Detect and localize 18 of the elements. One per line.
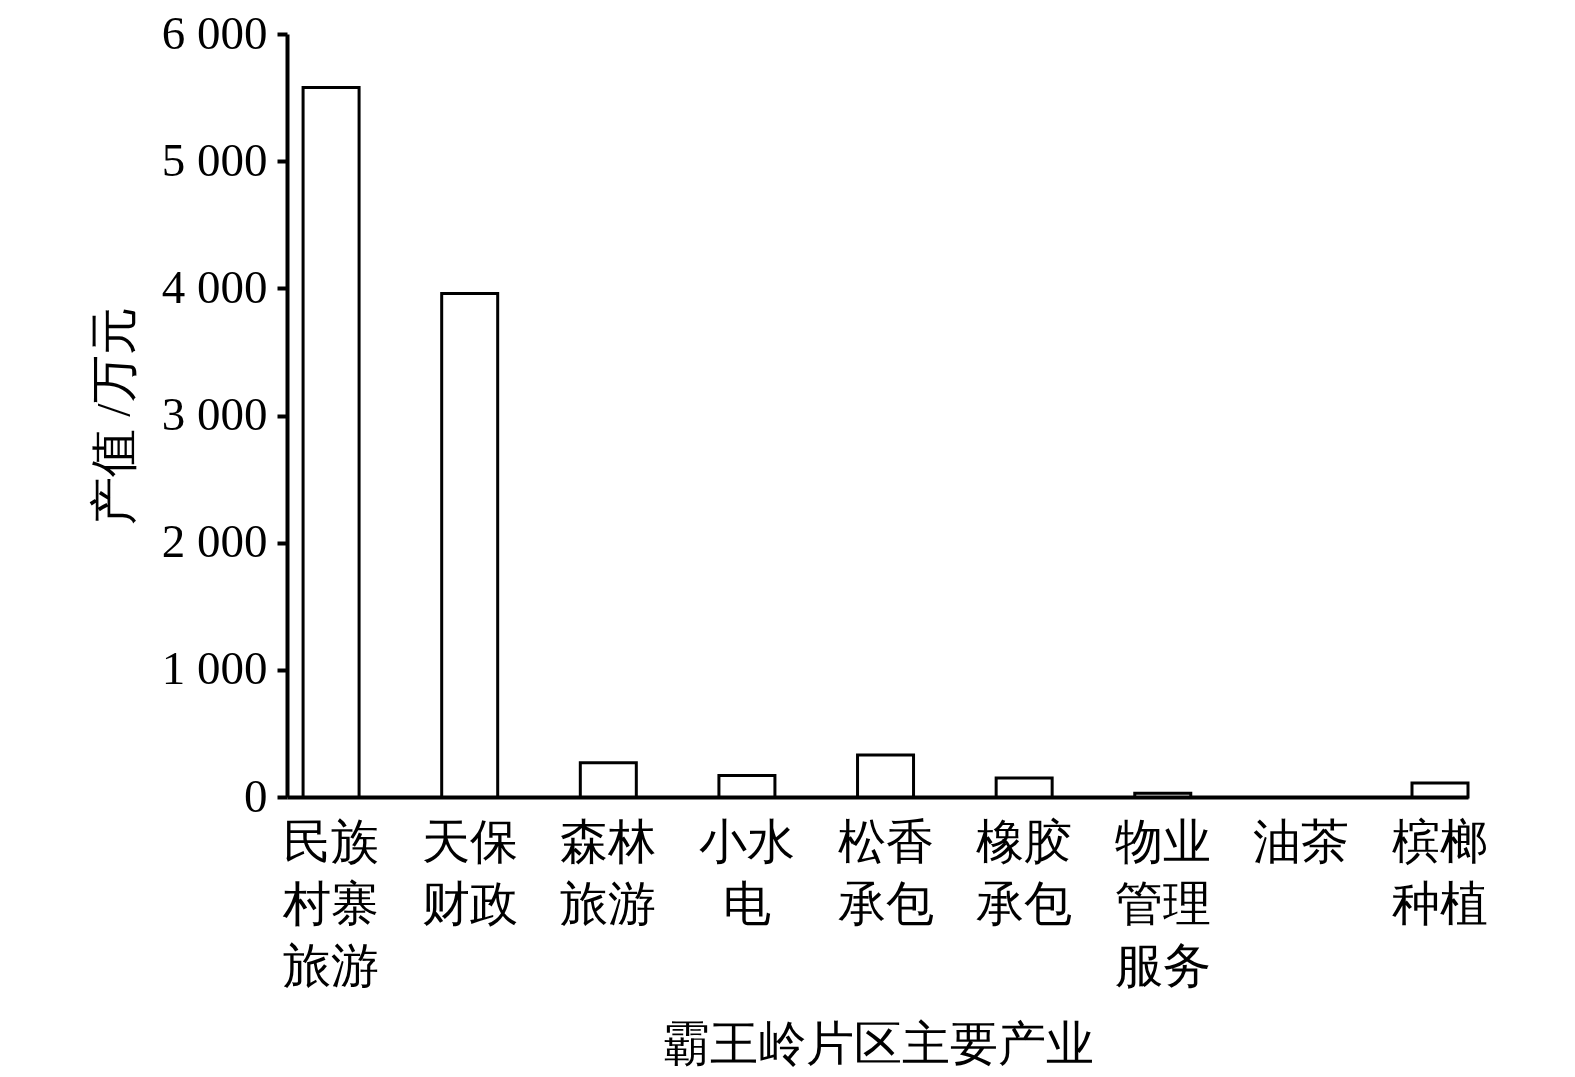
- y-tick-label: 3 000: [161, 388, 268, 440]
- x-tick-label: 槟榔种植: [1392, 814, 1488, 930]
- y-tick-label: 6 000: [161, 6, 268, 59]
- y-tick-label: 4 000: [161, 260, 268, 313]
- y-tick-label: 1 000: [161, 642, 268, 695]
- y-tick-label: 0: [244, 769, 268, 822]
- y-axis-title: 产值 /万元: [86, 307, 140, 525]
- y-tick-label: 5 000: [161, 133, 268, 186]
- x-tick-label: 橡胶承包: [976, 814, 1073, 930]
- x-axis-title: 霸王岭片区主要产业: [662, 1016, 1094, 1070]
- x-tick-label: 油茶: [1253, 814, 1350, 868]
- x-tick-label: 民族村寨旅游: [282, 814, 380, 992]
- x-tick-label: 天保财政: [421, 814, 518, 930]
- x-tick-label: 森林旅游: [560, 814, 657, 930]
- x-tick-label: 松香承包: [837, 814, 934, 930]
- y-tick-label: 2 000: [161, 515, 268, 568]
- x-tick-label: 小水电: [698, 814, 795, 930]
- x-tick-label: 物业管理服务: [1114, 814, 1211, 992]
